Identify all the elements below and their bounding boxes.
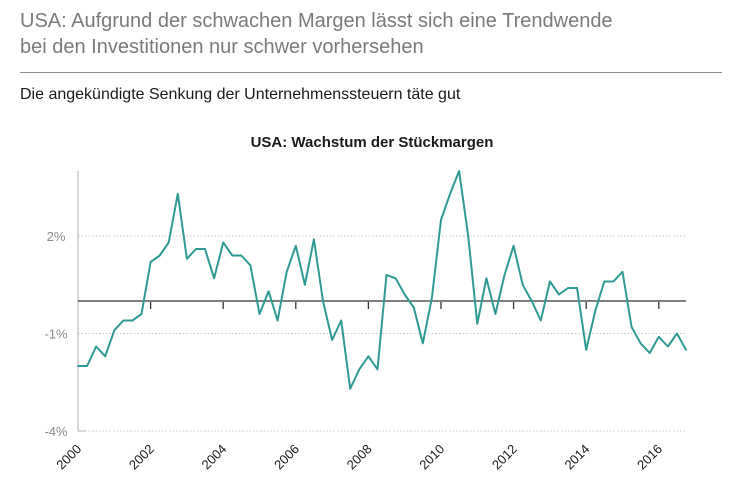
subheadline: Die angekündigte Senkung der Unternehmen… [20, 86, 461, 103]
header-divider [20, 72, 722, 73]
y-tick-label: 2% [47, 229, 66, 244]
y-tick-label: -1% [44, 327, 68, 342]
x-tick-label: 2008 [344, 441, 375, 472]
x-tick-label: 2006 [271, 441, 302, 472]
x-tick-label: 2002 [126, 441, 157, 472]
x-tick-label: 2000 [53, 441, 84, 472]
x-tick-label: 2004 [198, 441, 229, 472]
tick-labels: 2% -1% -4% 2000 2002 2004 2006 2008 2010 2012 2014… [44, 229, 665, 472]
x-tick-label: 2016 [634, 441, 665, 472]
x-tick-label: 2014 [561, 441, 592, 472]
headline-line-2: bei den Investitionen nur schwer vorhers… [20, 36, 424, 58]
headline: USA: Aufgrund der schwachen Margen lässt… [20, 8, 720, 60]
series-line [77, 170, 687, 390]
y-tick-label: -4% [44, 424, 68, 439]
headline-line-1: USA: Aufgrund der schwachen Margen lässt… [20, 10, 613, 32]
series-layer [77, 170, 687, 390]
axes [77, 171, 686, 432]
x-tick-label: 2010 [416, 441, 447, 472]
x-tick-label: 2012 [489, 441, 520, 472]
grid-lines [78, 235, 686, 432]
chart-title: USA: Wachstum der Stückmargen [251, 134, 494, 151]
